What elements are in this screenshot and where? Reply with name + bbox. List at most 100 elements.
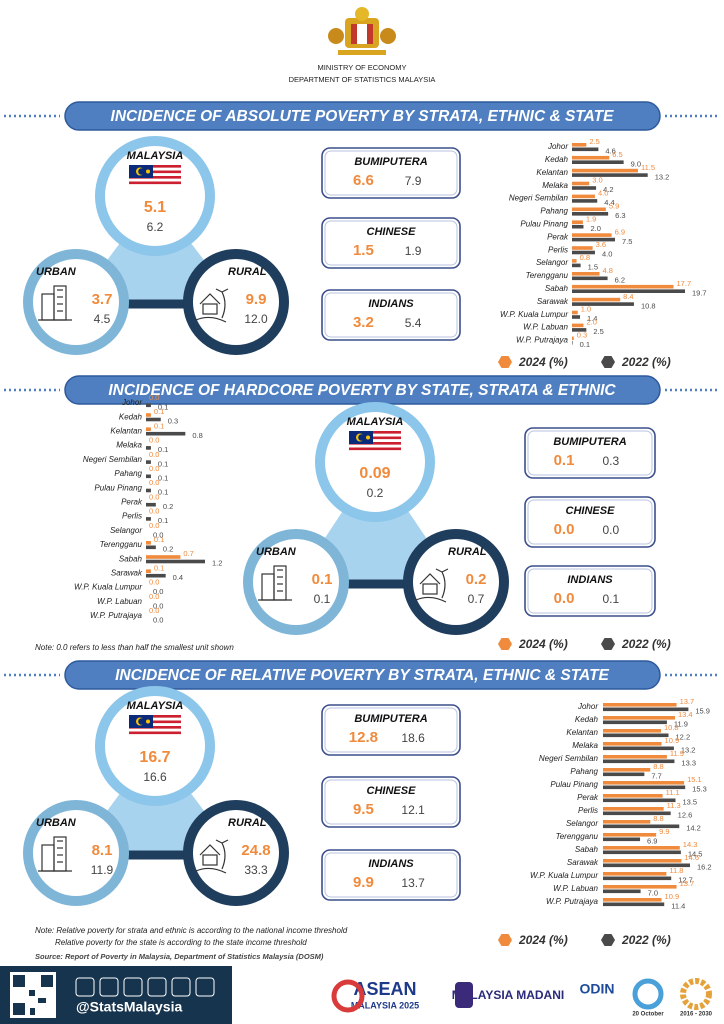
urban-icon bbox=[38, 836, 72, 872]
ethnic-name: CHINESE bbox=[566, 505, 616, 517]
state-label: Sarawak bbox=[537, 297, 569, 306]
state-bar bbox=[603, 837, 641, 842]
state-value: 15.3 bbox=[692, 784, 707, 793]
flag-stripe bbox=[129, 178, 181, 182]
state-label: Negeri Sembilan bbox=[539, 754, 599, 763]
state-bar bbox=[603, 742, 662, 746]
state-bar bbox=[572, 147, 599, 152]
ethnic-2024: 3.2 bbox=[353, 314, 374, 331]
ethnic-2024: 12.8 bbox=[349, 729, 378, 746]
state-bar bbox=[572, 224, 584, 229]
state-bar bbox=[603, 872, 667, 876]
state-label: Selangor bbox=[110, 526, 142, 535]
social-icons bbox=[75, 977, 215, 997]
qr-pattern bbox=[13, 975, 53, 1015]
flag-stripe bbox=[349, 431, 401, 434]
state-bar bbox=[603, 703, 677, 707]
legend-label: 2022 (%) bbox=[621, 355, 671, 369]
legend-swatch bbox=[498, 933, 512, 947]
ethnic-2022: 0.3 bbox=[602, 454, 619, 468]
state-value: 13.4 bbox=[678, 710, 693, 719]
urban-ring bbox=[23, 249, 129, 355]
state-value: 0.1 bbox=[158, 445, 168, 454]
state-bar bbox=[603, 781, 685, 785]
ethnic-2024: 9.5 bbox=[353, 801, 374, 818]
state-bar bbox=[603, 859, 682, 863]
state-bar bbox=[572, 276, 608, 281]
icon-part bbox=[419, 573, 441, 585]
state-label: Pahang bbox=[570, 767, 598, 776]
state-value: 13.3 bbox=[681, 758, 696, 767]
ethnic-box-inner bbox=[527, 430, 653, 476]
note: Note: Relative poverty for strata and et… bbox=[35, 926, 348, 935]
section-banner bbox=[64, 660, 661, 690]
flag-stripe bbox=[129, 720, 181, 724]
state-bar bbox=[146, 460, 151, 464]
state-bar bbox=[603, 876, 672, 881]
state-bar bbox=[146, 573, 166, 578]
state-label: Perlis bbox=[578, 806, 598, 815]
state-value: 0.0 bbox=[149, 492, 159, 501]
malaysia-label: MALAYSIA bbox=[127, 150, 184, 162]
state-bar bbox=[603, 889, 641, 894]
state-bar bbox=[603, 755, 667, 759]
flag-star bbox=[146, 719, 150, 724]
state-bar bbox=[572, 323, 584, 328]
note: Note: 0.0 refers to less than half the s… bbox=[35, 643, 234, 652]
state-value: 0.1 bbox=[154, 421, 164, 430]
state-bar bbox=[572, 143, 587, 147]
state-value: 11.9 bbox=[670, 749, 684, 758]
asean-mark bbox=[331, 979, 365, 1013]
state-value: 0.0 bbox=[149, 393, 159, 402]
state-value: 10.9 bbox=[665, 892, 680, 901]
state-value: 5.9 bbox=[609, 201, 619, 210]
state-bar bbox=[603, 759, 675, 764]
flag-stripe bbox=[129, 734, 181, 737]
flag-stripe bbox=[349, 442, 401, 445]
rural-2022: 0.7 bbox=[468, 592, 485, 606]
ethnic-2022: 7.9 bbox=[405, 174, 422, 188]
state-bar bbox=[603, 768, 651, 772]
state-value: 0.0 bbox=[149, 578, 159, 587]
state-label: W.P. Labuan bbox=[553, 884, 598, 893]
state-label: Sabah bbox=[545, 284, 569, 293]
state-value: 11.4 bbox=[671, 901, 685, 910]
rural-2022: 33.3 bbox=[244, 863, 268, 877]
flag-stripe bbox=[129, 184, 181, 187]
state-value: 7.0 bbox=[648, 888, 658, 897]
ethnic-box-inner bbox=[324, 220, 458, 266]
urban-2024: 0.1 bbox=[312, 571, 333, 588]
state-value: 0.1 bbox=[158, 488, 168, 497]
icon-part bbox=[199, 844, 221, 856]
state-bar bbox=[146, 488, 151, 493]
state-label: Johor bbox=[577, 702, 598, 711]
state-label: Johor bbox=[121, 398, 142, 407]
urban-label: URBAN bbox=[36, 266, 77, 278]
malaysia-2024: 0.09 bbox=[359, 465, 390, 482]
ethnic-box-inner bbox=[324, 150, 458, 196]
state-bar bbox=[603, 811, 671, 816]
flag-stripe bbox=[129, 728, 181, 732]
flag-star bbox=[366, 435, 370, 440]
legend-label: 2022 (%) bbox=[621, 637, 671, 651]
state-bar bbox=[603, 850, 681, 855]
state-value: 0.1 bbox=[158, 459, 168, 468]
urban-2022: 4.5 bbox=[94, 312, 111, 326]
ethnic-2024: 0.0 bbox=[554, 590, 575, 607]
state-label: Sabah bbox=[575, 845, 599, 854]
state-label: Pulau Pinang bbox=[520, 220, 568, 229]
emblem bbox=[328, 7, 396, 55]
logo-text: MALAYSIA MADANI bbox=[452, 988, 564, 1002]
state-bar bbox=[603, 785, 686, 790]
state-value: 4.4 bbox=[604, 198, 614, 207]
state-label: Pulau Pinang bbox=[94, 483, 142, 492]
note: Relative poverty for the state is accord… bbox=[55, 938, 307, 947]
flag-stripe bbox=[349, 439, 401, 442]
state-value: 4.0 bbox=[602, 250, 612, 259]
ethnic-2024: 1.5 bbox=[353, 242, 374, 259]
flag-stripe bbox=[129, 715, 181, 718]
ethnic-2022: 0.0 bbox=[602, 523, 619, 537]
state-value: 6.5 bbox=[612, 150, 622, 159]
state-bar bbox=[603, 902, 665, 907]
